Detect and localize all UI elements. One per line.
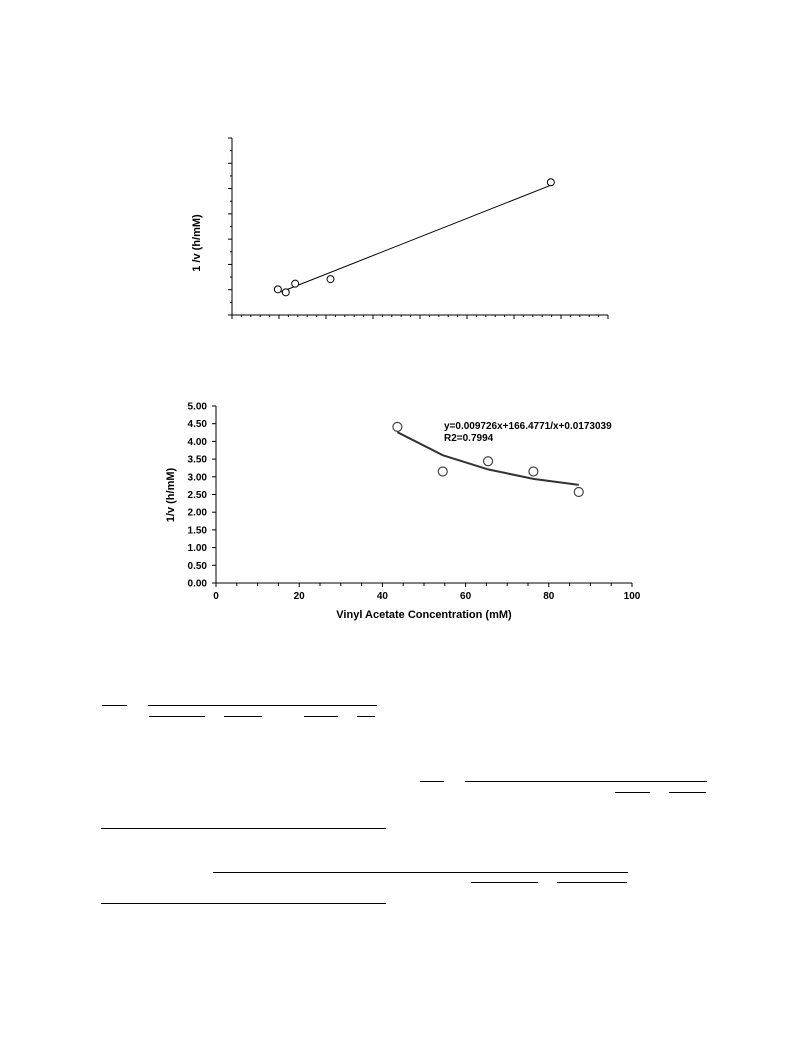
equation-divider-1 (101, 828, 386, 829)
chart-2-y-tick-label: 2.00 (188, 508, 208, 519)
chart-2-equation: y=0.009726x+166.4771/x+0.0173039 (444, 421, 612, 432)
chart-2-x-tick-label: 100 (624, 591, 641, 602)
chart-1-data-point (281, 288, 290, 297)
equation-1-sub-bar-2 (224, 716, 262, 717)
chart-2-data-point (437, 466, 448, 477)
chart-2-y-tick-label: 1.50 (188, 525, 208, 536)
chart-2-y-tick-label: 3.50 (188, 455, 208, 466)
chart-1-data-point (546, 178, 555, 187)
chart-2-y-tick-label: 4.50 (188, 419, 208, 430)
chart-1-data-point (291, 279, 300, 288)
chart-2-y-tick-label: 0.50 (188, 561, 208, 572)
equation-divider-2 (101, 903, 386, 904)
chart-2-data-point (528, 466, 539, 477)
equation-2-sub-bar-2 (669, 792, 706, 793)
chart-2-svg: 0.00 0.50 1.00 1.50 2.00 2.50 3.00 3.50 4.00 4.50… (188, 402, 641, 603)
chart-2-x-axis-label: Vinyl Acetate Concentration (mM) (336, 609, 512, 621)
equation-2-lhs-bar (420, 781, 444, 782)
chart-2-x-tick-label: 40 (377, 591, 389, 602)
chart-2-r-squared: R2=0.7994 (444, 433, 494, 444)
chart-2-x-tick-label: 60 (460, 591, 472, 602)
chart-2-fit-curve (396, 431, 579, 486)
chart-2-x-tick-label: 0 (213, 591, 219, 602)
chart-2-data-point (573, 486, 584, 498)
chart-1-data-point (273, 285, 282, 294)
equation-2-main-bar (465, 781, 707, 782)
chart-2-y-tick-label: 4.00 (188, 437, 208, 448)
chart-1-fit-line (280, 184, 552, 293)
chart-1-data-point (326, 275, 335, 284)
chart-1-svg (228, 137, 609, 319)
equation-1-sub-bar-4 (357, 716, 375, 717)
chart-2-data-point (392, 421, 403, 432)
equation-3-main-bar (213, 872, 628, 873)
equation-1-sub-bar-3 (304, 716, 338, 717)
chart-2-x-tick-label: 20 (294, 591, 306, 602)
chart-2-y-tick-label: 5.00 (188, 402, 208, 413)
equation-2-sub-bar-1 (615, 792, 650, 793)
chart-2-data-point (482, 456, 494, 467)
chart-2-y-tick-label: 2.50 (188, 490, 208, 501)
chart-2: 0.00 0.50 1.00 1.50 2.00 2.50 3.00 3.50 4.00 4.50… (0, 380, 793, 640)
chart-2-y-tick-label: 0.00 (188, 579, 208, 590)
equation-1-lhs-bar (102, 705, 127, 706)
chart-1: 1 /v (h/mM) (0, 0, 793, 360)
equation-3-sub-bar-1 (471, 882, 538, 883)
chart-2-x-tick-label: 80 (543, 591, 555, 602)
equation-3-sub-bar-2 (557, 882, 627, 883)
chart-2-y-tick-label: 1.00 (188, 543, 208, 554)
equation-1-sub-bar-1 (149, 716, 205, 717)
equation-1-main-bar (148, 705, 377, 706)
chart-2-y-tick-label: 3.00 (188, 472, 208, 483)
